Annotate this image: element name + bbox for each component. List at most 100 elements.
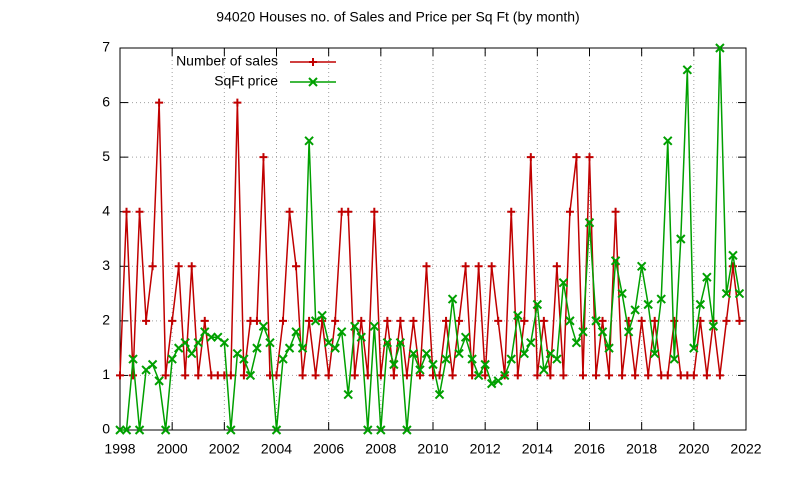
data-point [676,234,686,244]
data-point [396,316,405,325]
data-point [422,262,431,271]
data-point [285,207,294,216]
data-point [337,327,347,337]
data-point [454,348,464,359]
data-point [160,425,171,435]
data-point [226,425,236,435]
data-point [167,354,177,364]
data-point [572,153,581,162]
data-point [305,316,314,325]
data-point [585,153,594,162]
data-point [271,425,282,435]
data-point [455,316,464,325]
data-point [558,277,569,288]
data-point [722,316,731,325]
data-point [180,337,190,348]
data-point [161,371,170,380]
data-point [258,321,269,332]
data-point [409,316,418,325]
data-point [500,370,510,381]
data-point [344,207,353,216]
data-point [448,371,457,380]
data-point [644,371,653,380]
data-point [442,316,451,325]
data-point [474,262,483,271]
y-tick-label: 0 [102,421,110,437]
data-point [357,316,366,325]
x-tick-label: 2006 [313,441,344,457]
plot-frame [119,47,747,431]
legend-marker [308,77,318,87]
data-point [663,371,672,380]
data-point [272,371,281,380]
data-point [135,207,144,216]
data-point [259,153,268,162]
data-point [187,348,197,359]
data-point [142,316,151,325]
y-tick-label: 6 [102,93,110,109]
data-point [421,348,432,359]
data-point [460,332,471,342]
data-point [408,348,419,359]
x-tick-label: 2014 [522,441,553,457]
data-point [265,337,275,348]
data-point [383,316,392,325]
data-point [539,365,549,375]
data-point [695,299,706,310]
data-point [187,262,196,271]
data-point [513,310,523,321]
data-point [311,371,320,380]
data-point [297,343,308,353]
data-point [610,256,621,266]
data-point [473,370,484,381]
data-point [168,316,177,325]
y-tick-label: 1 [102,366,110,382]
data-point [643,299,653,310]
x-tick-label: 2004 [261,441,292,457]
x-tick-label: 1998 [104,441,135,457]
data-point [193,337,203,348]
x-tick-label: 2016 [574,441,605,457]
data-point [122,207,131,216]
y-tick-label: 5 [102,148,110,164]
data-point [467,354,477,364]
data-point [526,337,536,348]
data-point [330,343,340,353]
data-point [278,354,288,364]
data-point [728,262,737,271]
data-point [356,332,366,342]
data-point [435,371,444,380]
data-point [219,337,230,348]
data-point [389,371,398,380]
data-point [546,371,555,380]
data-point [252,343,262,353]
x-tick-label: 2018 [626,441,657,457]
data-point [702,272,712,282]
data-point [486,378,497,389]
data-point [519,348,529,359]
data-point [571,337,582,348]
data-point [552,262,561,271]
data-point [200,316,209,325]
data-point [148,262,157,271]
y-tick-label: 4 [102,202,110,218]
data-point [481,371,490,380]
data-point [252,316,261,325]
data-point [415,371,424,380]
data-point [376,371,385,380]
data-point [715,371,724,380]
data-point [382,337,393,348]
data-point [533,371,542,380]
data-point [363,425,373,435]
data-point [656,294,666,304]
data-point [682,65,693,75]
data-point [147,359,158,370]
data-point [331,316,340,325]
data-point [650,348,660,359]
legend-marker [309,58,317,66]
x-tick-label: 2002 [209,441,240,457]
x-tick-label: 2000 [157,441,188,457]
data-point [468,371,477,380]
data-point [565,316,575,326]
data-point [350,371,359,380]
